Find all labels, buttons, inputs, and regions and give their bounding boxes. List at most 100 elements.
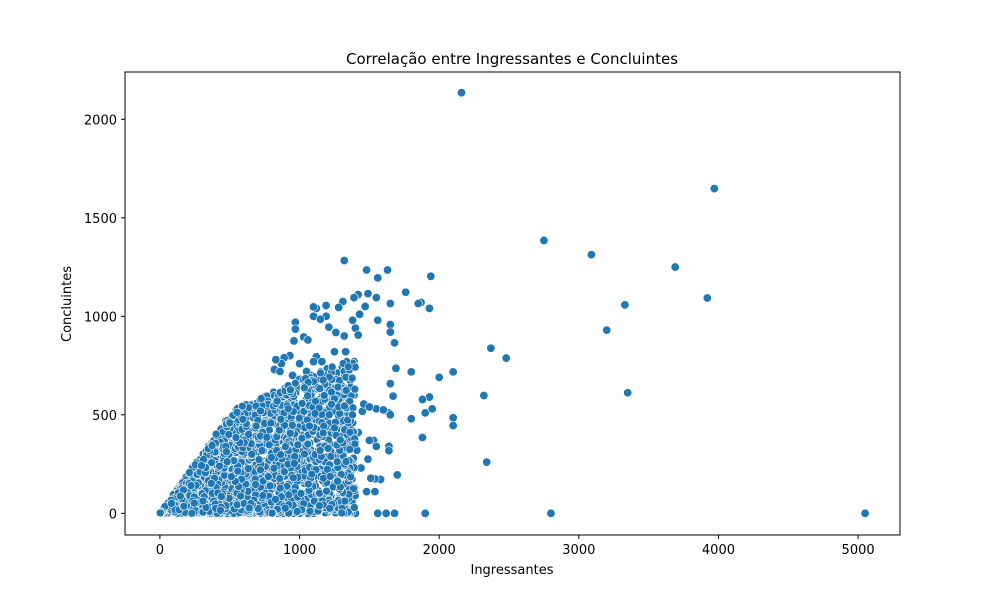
data-point (217, 492, 226, 501)
data-point (709, 184, 719, 194)
data-point (303, 335, 313, 345)
data-point (286, 385, 295, 395)
data-point (300, 383, 309, 393)
data-point (325, 472, 335, 481)
data-point (341, 347, 351, 357)
data-point (197, 461, 206, 470)
data-point (289, 336, 299, 346)
data-point (296, 489, 306, 498)
data-point (269, 463, 279, 473)
data-point (363, 454, 373, 464)
data-point (305, 421, 314, 431)
data-point (339, 331, 349, 341)
data-point (316, 368, 325, 378)
data-point (321, 300, 331, 310)
data-point (176, 491, 185, 501)
plot-frame (124, 71, 901, 536)
y-tick-label: 0 (109, 507, 117, 522)
x-tick-label: 0 (156, 543, 164, 558)
data-point (378, 405, 388, 415)
data-point (185, 468, 194, 477)
data-point (290, 324, 300, 334)
data-point (341, 386, 351, 395)
data-point (385, 320, 395, 330)
data-point (324, 322, 334, 332)
data-point (251, 421, 261, 431)
data-point (325, 503, 335, 513)
data-point (309, 357, 319, 367)
data-point (385, 298, 395, 308)
data-point (333, 476, 342, 486)
data-point (373, 273, 383, 283)
data-point (424, 303, 434, 313)
data-point (211, 429, 221, 439)
data-point (373, 315, 383, 325)
data-point (225, 418, 235, 428)
data-point (501, 353, 511, 363)
data-point (275, 474, 285, 483)
data-point (406, 367, 416, 377)
y-tick-label: 1000 (84, 310, 117, 325)
data-point (330, 423, 339, 433)
data-point (346, 472, 355, 482)
data-point (275, 483, 285, 493)
data-point (406, 414, 416, 424)
data-point (326, 452, 336, 461)
data-point (385, 327, 395, 337)
data-point (350, 384, 360, 394)
x-tick-label: 1000 (283, 543, 316, 558)
data-point (366, 473, 376, 483)
y-axis-label: Concluintes (60, 266, 75, 342)
data-point (482, 457, 492, 467)
data-point (343, 362, 353, 372)
data-point (340, 401, 349, 411)
data-point (420, 408, 430, 418)
data-point (539, 235, 549, 245)
data-point (345, 445, 355, 454)
data-point (275, 366, 285, 376)
data-point (280, 503, 290, 513)
data-point (257, 446, 267, 455)
data-point (272, 396, 282, 406)
data-point (385, 410, 395, 420)
data-point (297, 399, 307, 408)
data-point (322, 486, 331, 496)
data-point (350, 439, 360, 449)
data-point (324, 410, 334, 420)
x-tick-label: 5000 (842, 543, 875, 558)
data-point (413, 298, 423, 308)
data-point (281, 442, 290, 451)
data-point (288, 420, 297, 430)
data-point (348, 410, 357, 420)
data-point (348, 315, 358, 325)
data-point (288, 370, 298, 380)
data-point (340, 496, 350, 506)
data-point (602, 325, 612, 335)
data-point (267, 453, 276, 462)
data-point (345, 427, 355, 437)
data-point (363, 289, 373, 299)
data-point (364, 435, 374, 445)
data-point (256, 465, 265, 475)
data-point (155, 508, 165, 518)
y-tick-label: 500 (92, 409, 117, 424)
data-point (303, 439, 313, 449)
data-point (486, 343, 496, 353)
data-point (670, 262, 680, 272)
data-point (300, 449, 309, 459)
data-point (310, 409, 320, 418)
data-point (420, 508, 430, 518)
data-point (187, 508, 197, 518)
data-point (243, 464, 253, 473)
data-point (292, 507, 302, 516)
data-point (362, 487, 372, 497)
data-point (247, 449, 257, 459)
data-point (276, 450, 285, 459)
data-point (311, 396, 320, 406)
x-tick-label: 2000 (423, 543, 456, 558)
data-point (179, 501, 189, 511)
data-point (337, 508, 347, 518)
data-point (381, 508, 391, 518)
data-point (417, 394, 427, 404)
